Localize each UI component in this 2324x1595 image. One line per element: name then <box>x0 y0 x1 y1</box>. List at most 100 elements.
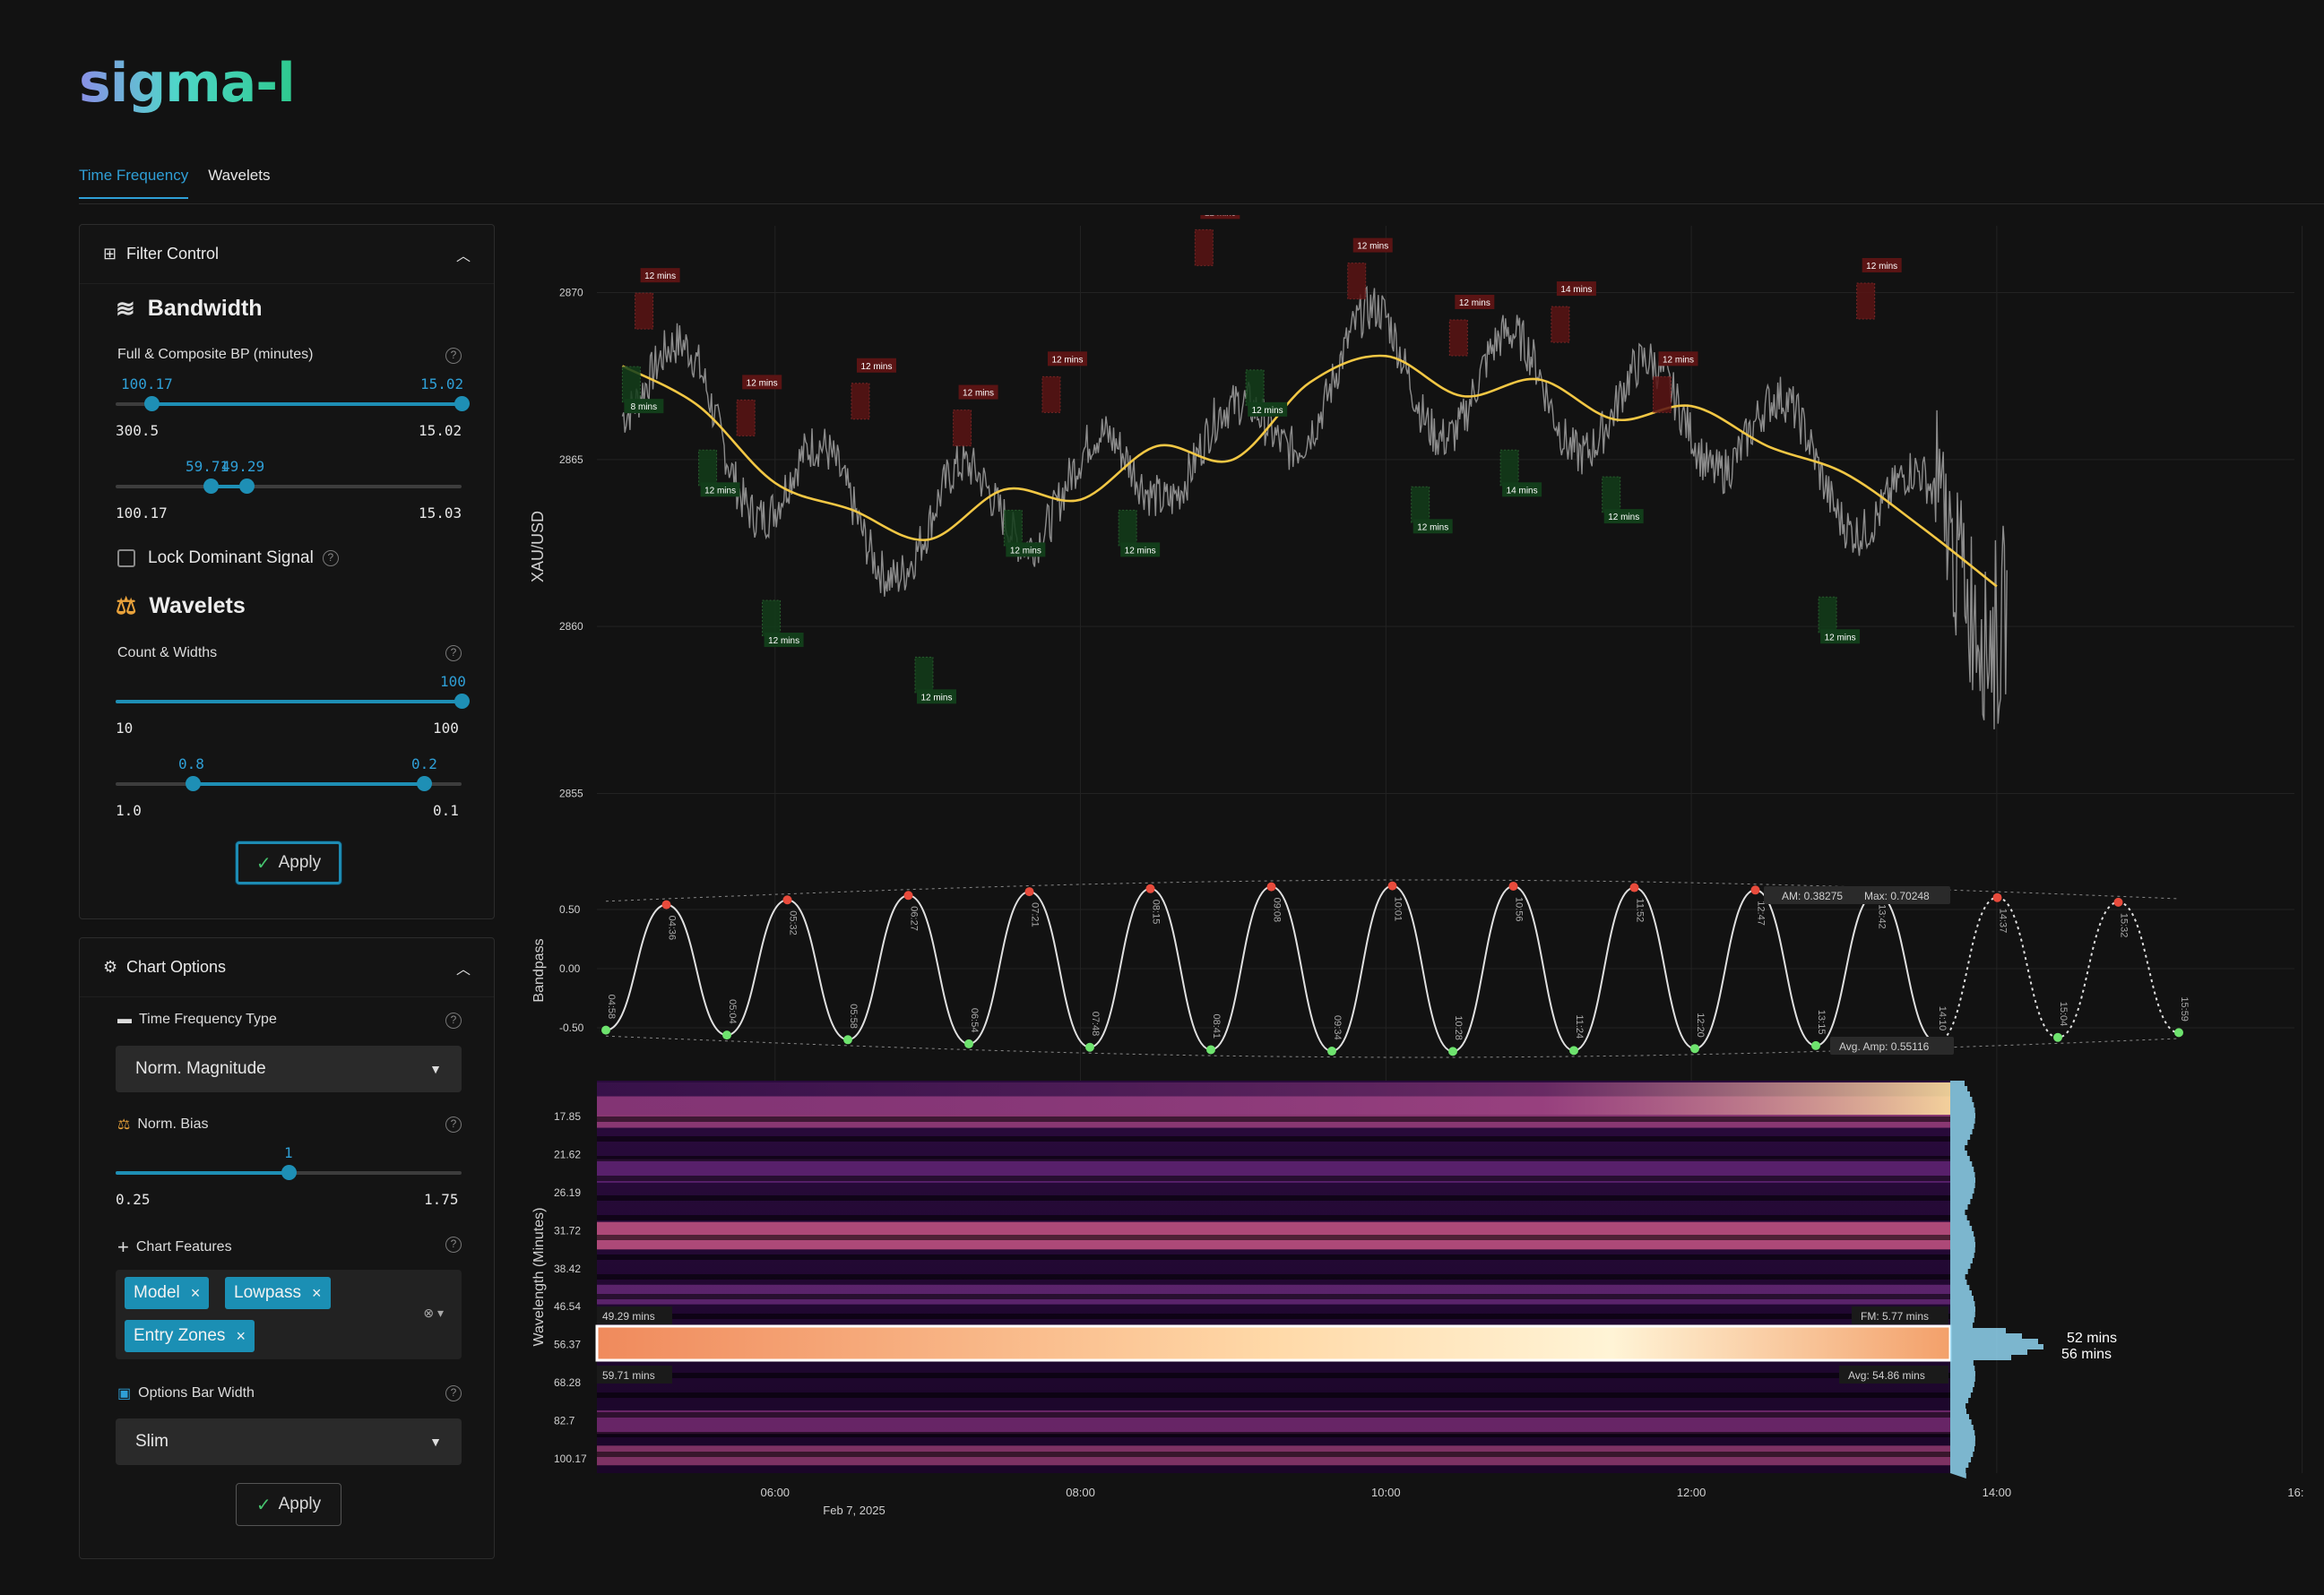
composite-bp-slider[interactable] <box>116 478 462 494</box>
check-icon: ✓ <box>255 1495 272 1515</box>
composite-low-thumb[interactable] <box>203 478 219 494</box>
entry-zone-label: 12 mins <box>1825 633 1856 642</box>
price-y-tick: 2860 <box>559 620 583 633</box>
tab-wavelets[interactable]: Wavelets <box>208 167 271 184</box>
fm-label: FM: 5.77 mins <box>1861 1310 1929 1323</box>
filter-apply-button[interactable]: ✓ Apply <box>236 841 341 884</box>
norm-bias-thumb[interactable] <box>281 1165 297 1180</box>
norm-bias-slider[interactable] <box>116 1165 462 1180</box>
width-high-thumb[interactable] <box>417 776 432 791</box>
entry-zone-label: 12 mins <box>1459 298 1490 308</box>
composite-high-thumb[interactable] <box>239 478 255 494</box>
peak-point <box>1145 884 1155 893</box>
turning-point-time: 15:32 <box>2119 913 2130 938</box>
close-icon[interactable]: × <box>312 1283 322 1302</box>
lock-dominant-checkbox[interactable] <box>117 549 135 567</box>
full-bp-slider[interactable] <box>116 396 470 411</box>
full-bp-low-thumb[interactable] <box>144 396 160 411</box>
entry-zone-label: 12 mins <box>747 378 778 388</box>
entry-zone-label: 8 mins <box>631 402 657 412</box>
entry-zone-label: 12 mins <box>1125 546 1156 556</box>
trough-point <box>1206 1045 1215 1055</box>
clear-caret-icon[interactable]: ⊗ ▾ <box>423 1306 444 1320</box>
entry-zone-label: 12 mins <box>1663 355 1694 365</box>
chart-features-multiselect[interactable]: Model × Lowpass × Entry Zones × ⊗ ▾ <box>116 1270 462 1359</box>
entry-zone: 12 mins <box>1653 351 1698 413</box>
lowpass-series <box>621 354 1998 588</box>
peak-point <box>1387 881 1397 891</box>
heatmap-y-tick: 46.54 <box>554 1300 581 1313</box>
max-text: Max: 0.70248 <box>1864 890 1930 902</box>
composite-slider-fill <box>211 485 246 488</box>
entry-zone-tag <box>700 482 740 497</box>
entry-zone-tag <box>1556 281 1596 297</box>
tab-bar: Time Frequency Wavelets <box>79 167 270 199</box>
entry-zone-label: 12 mins <box>1357 242 1388 252</box>
entry-zone: 12 mins <box>762 599 804 647</box>
help-icon[interactable]: ? <box>445 1237 462 1253</box>
bandwidth-label: Full & Composite BP (minutes) <box>117 347 314 362</box>
heatmap-dark-stripe <box>597 1432 1950 1437</box>
help-icon[interactable]: ? <box>445 348 462 364</box>
close-icon[interactable]: × <box>190 1283 201 1302</box>
heatmap-avg-label: Avg: 54.86 mins <box>1848 1369 1925 1382</box>
turning-point-time: 14:10 <box>1937 1006 1948 1031</box>
options-bar-width-select[interactable]: Slim ▼ <box>116 1418 462 1465</box>
wavelength-heatmap[interactable]: Wavelength (Minutes) 17.85 21.62 26.19 31.7… <box>531 1081 2117 1479</box>
count-thumb[interactable] <box>454 694 470 709</box>
am-text: AM: 0.38275 <box>1782 890 1843 902</box>
width-low-thumb[interactable] <box>186 776 201 791</box>
bandpass-chart[interactable]: Bandpass 0.50 0.00 -0.50 04:58 04:36 05:04 05… <box>531 879 2294 1058</box>
tab-time-frequency[interactable]: Time Frequency <box>79 167 189 199</box>
trough-point <box>1690 1044 1699 1054</box>
heatmap-dark-stripe <box>597 1195 1950 1201</box>
entry-zone-box <box>1499 449 1519 487</box>
turning-point-time: 05:58 <box>848 1004 859 1029</box>
entry-zone-tag <box>1658 351 1698 366</box>
turning-point-time: 15:04 <box>2058 1002 2069 1027</box>
chip-label: Entry Zones <box>134 1326 226 1345</box>
entry-zone-label: 12 mins <box>1205 215 1236 218</box>
help-icon[interactable]: ? <box>445 645 462 661</box>
tf-type-select[interactable]: Norm. Magnitude ▼ <box>116 1046 462 1092</box>
entry-zone: 12 mins <box>1194 215 1240 266</box>
entry-zone-tag <box>1455 294 1495 309</box>
chevron-up-icon[interactable]: ︿ <box>455 961 471 978</box>
entry-zone: 12 mins <box>1118 509 1161 557</box>
x-tick: 10:00 <box>1371 1486 1401 1499</box>
wavelength-histogram <box>1950 1081 2043 1479</box>
count-value: 100 <box>440 673 466 690</box>
entry-zone-box <box>762 599 782 637</box>
close-icon[interactable]: × <box>236 1326 246 1345</box>
trough-point <box>601 1025 610 1035</box>
chevron-up-icon[interactable]: ︿ <box>455 248 471 264</box>
chip-entry-zones[interactable]: Entry Zones × <box>125 1320 255 1352</box>
bandpass-y-label: Bandpass <box>531 938 547 1002</box>
help-icon[interactable]: ? <box>445 1116 462 1133</box>
help-icon[interactable]: ? <box>445 1013 462 1029</box>
entry-zone-tag <box>1047 351 1087 366</box>
trough-point <box>1448 1047 1457 1056</box>
filter-control-header[interactable]: ⊞ Filter Control ︿ <box>80 225 494 284</box>
chip-lowpass[interactable]: Lowpass × <box>225 1277 331 1309</box>
help-icon[interactable]: ? <box>322 550 339 566</box>
width-slider[interactable] <box>116 776 462 791</box>
filter-apply-label: Apply <box>278 853 322 872</box>
full-bp-max: 15.02 <box>419 422 462 439</box>
entry-zone-label: 12 mins <box>1866 262 1897 272</box>
chip-model[interactable]: Model × <box>125 1277 210 1309</box>
full-bp-high-thumb[interactable] <box>454 396 470 411</box>
count-slider[interactable] <box>116 694 470 709</box>
lock-dominant-row[interactable]: Lock Dominant Signal ? <box>117 548 339 568</box>
entry-zone: 14 mins <box>1551 281 1596 343</box>
help-icon[interactable]: ? <box>445 1385 462 1401</box>
turning-point-time: 04:36 <box>667 916 678 941</box>
turning-point-time: 15:59 <box>2179 996 2190 1022</box>
x-tick: 16:00 <box>2287 1486 2303 1499</box>
chart-options-header[interactable]: ⚙ Chart Options ︿ <box>80 938 494 997</box>
chart-options-apply-button[interactable]: ✓ Apply <box>236 1483 341 1526</box>
entry-zone-tag <box>1820 629 1861 644</box>
heatmap-dark-stripe <box>597 1294 1950 1299</box>
